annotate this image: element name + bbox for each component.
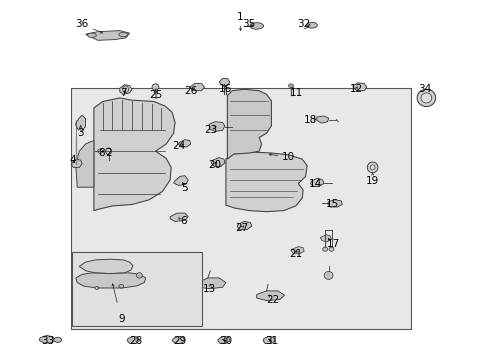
Text: 17: 17 <box>326 239 340 249</box>
Polygon shape <box>237 221 251 230</box>
Polygon shape <box>39 336 55 343</box>
Polygon shape <box>198 278 225 289</box>
Polygon shape <box>85 31 129 40</box>
Ellipse shape <box>288 84 293 87</box>
Text: 32: 32 <box>297 19 310 30</box>
Ellipse shape <box>87 33 96 37</box>
Polygon shape <box>316 116 328 123</box>
Ellipse shape <box>152 84 159 90</box>
Text: 31: 31 <box>264 336 278 346</box>
Text: 26: 26 <box>183 86 197 96</box>
Text: 4: 4 <box>69 155 76 165</box>
Text: 10: 10 <box>282 152 294 162</box>
Text: 2: 2 <box>105 148 112 158</box>
Text: 14: 14 <box>308 179 322 189</box>
Text: 16: 16 <box>218 84 231 94</box>
Polygon shape <box>327 200 342 207</box>
Ellipse shape <box>136 273 142 278</box>
Text: 24: 24 <box>171 141 185 151</box>
Text: 30: 30 <box>219 336 232 346</box>
Text: 18: 18 <box>303 114 317 125</box>
Polygon shape <box>71 159 82 167</box>
Text: 7: 7 <box>120 88 127 98</box>
Polygon shape <box>263 336 274 343</box>
Polygon shape <box>172 336 184 343</box>
Text: 21: 21 <box>288 249 302 259</box>
Polygon shape <box>94 98 175 211</box>
Text: 6: 6 <box>180 216 186 226</box>
Polygon shape <box>120 85 132 94</box>
Polygon shape <box>127 336 139 343</box>
Polygon shape <box>79 259 133 274</box>
Ellipse shape <box>322 247 327 251</box>
Polygon shape <box>209 122 224 131</box>
Polygon shape <box>76 140 94 187</box>
Text: 23: 23 <box>204 125 218 135</box>
Text: 36: 36 <box>75 19 89 30</box>
Text: 35: 35 <box>241 19 255 30</box>
Bar <box>71 88 410 329</box>
Ellipse shape <box>95 287 99 289</box>
Text: 29: 29 <box>173 336 186 346</box>
Text: 25: 25 <box>148 90 162 100</box>
Ellipse shape <box>420 93 431 103</box>
Text: 5: 5 <box>181 183 188 193</box>
Text: 33: 33 <box>41 336 55 346</box>
Text: 22: 22 <box>265 294 279 305</box>
Bar <box>72 252 202 326</box>
Ellipse shape <box>105 148 111 154</box>
Ellipse shape <box>98 149 102 153</box>
Text: 27: 27 <box>235 222 248 233</box>
Ellipse shape <box>122 86 128 93</box>
Ellipse shape <box>249 23 263 29</box>
Text: 13: 13 <box>202 284 216 294</box>
Text: 1: 1 <box>237 12 244 22</box>
Ellipse shape <box>119 284 123 288</box>
Polygon shape <box>173 176 188 185</box>
Ellipse shape <box>306 22 317 28</box>
Polygon shape <box>170 213 188 221</box>
Polygon shape <box>256 291 284 301</box>
Text: 20: 20 <box>208 159 221 170</box>
Text: 15: 15 <box>325 199 339 210</box>
Polygon shape <box>189 84 204 91</box>
Text: 11: 11 <box>289 88 303 98</box>
Polygon shape <box>217 336 229 343</box>
Text: 3: 3 <box>77 128 84 138</box>
Polygon shape <box>225 152 306 212</box>
Ellipse shape <box>54 337 61 342</box>
Ellipse shape <box>324 271 332 279</box>
Ellipse shape <box>119 32 127 37</box>
Ellipse shape <box>328 247 333 251</box>
Polygon shape <box>178 140 190 147</box>
Ellipse shape <box>366 162 377 173</box>
Polygon shape <box>219 78 229 86</box>
Text: 8: 8 <box>98 148 105 158</box>
Polygon shape <box>320 235 331 242</box>
Text: 28: 28 <box>129 336 142 346</box>
Polygon shape <box>310 178 323 186</box>
Polygon shape <box>290 247 304 254</box>
Text: 19: 19 <box>365 176 379 186</box>
Text: 9: 9 <box>118 314 124 324</box>
Ellipse shape <box>416 89 435 107</box>
Polygon shape <box>227 89 271 159</box>
Text: 34: 34 <box>417 84 430 94</box>
Polygon shape <box>352 83 366 91</box>
Polygon shape <box>211 158 224 166</box>
Polygon shape <box>76 273 145 288</box>
Polygon shape <box>76 115 85 130</box>
Text: 12: 12 <box>348 84 362 94</box>
Ellipse shape <box>369 165 374 170</box>
